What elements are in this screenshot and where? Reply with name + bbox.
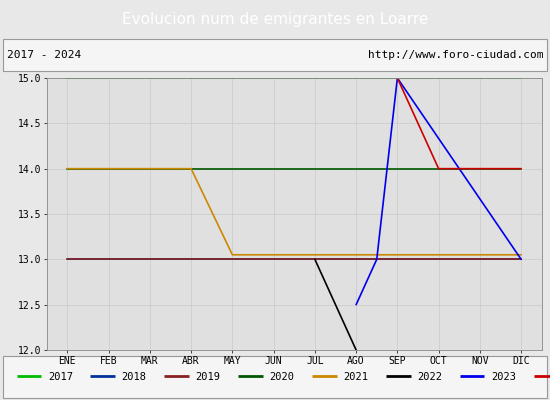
Text: 2023: 2023: [491, 372, 516, 382]
Text: Evolucion num de emigrantes en Loarre: Evolucion num de emigrantes en Loarre: [122, 12, 428, 27]
Text: 2021: 2021: [343, 372, 368, 382]
Text: 2017 - 2024: 2017 - 2024: [7, 50, 81, 60]
Text: 2017: 2017: [48, 372, 73, 382]
Text: 2022: 2022: [417, 372, 442, 382]
Text: 2019: 2019: [196, 372, 221, 382]
Text: 2020: 2020: [270, 372, 294, 382]
Text: 2018: 2018: [122, 372, 147, 382]
Text: http://www.foro-ciudad.com: http://www.foro-ciudad.com: [368, 50, 543, 60]
